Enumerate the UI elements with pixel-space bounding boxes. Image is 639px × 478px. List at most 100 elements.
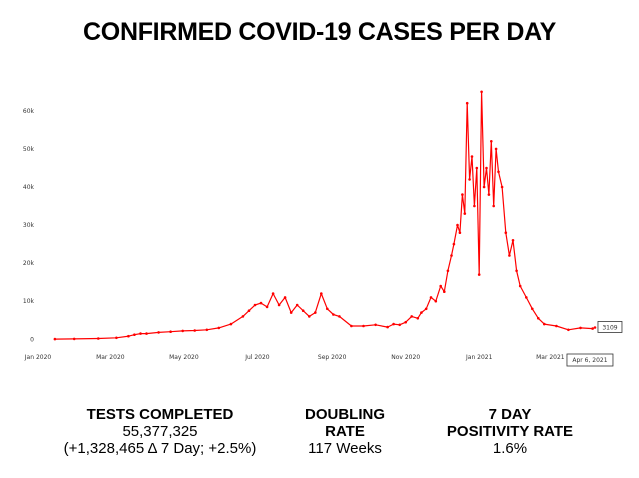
data-point xyxy=(450,254,453,257)
x-tick-label: May 2020 xyxy=(169,354,199,361)
data-point xyxy=(115,336,118,340)
data-point xyxy=(386,325,389,329)
last-date-box xyxy=(566,353,614,367)
data-point xyxy=(193,329,196,332)
y-axis: 0 10k 20k 30k 40k 50k 60k xyxy=(23,108,35,343)
data-point xyxy=(468,178,471,181)
doubling-rate-value: 117 Weeks xyxy=(308,440,382,457)
data-point xyxy=(392,322,395,326)
data-point xyxy=(497,170,500,174)
data-point xyxy=(470,155,474,158)
data-point xyxy=(492,204,496,208)
x-tick-label: Jan 2020 xyxy=(24,354,52,361)
data-point xyxy=(205,328,209,332)
data-point xyxy=(543,322,546,326)
positivity-rate-value: 1.6% xyxy=(492,440,528,457)
data-point xyxy=(490,140,493,143)
data-point xyxy=(301,309,305,313)
data-point xyxy=(265,305,269,309)
tests-completed-value: 55,377,325 xyxy=(122,423,198,440)
tests-completed-change: (+1,328,465 Δ 7 Day; +2.5%) xyxy=(63,440,257,457)
data-point xyxy=(247,309,251,313)
data-point xyxy=(504,231,508,234)
x-tick-label: Jul 2020 xyxy=(244,354,270,361)
data-point xyxy=(593,326,597,329)
doubling-rate-label-line2: RATE xyxy=(325,423,365,440)
data-point xyxy=(277,303,281,307)
data-point xyxy=(320,292,323,295)
data-point xyxy=(139,332,142,335)
data-point xyxy=(458,231,462,234)
data-point xyxy=(308,315,311,318)
data-point xyxy=(443,290,446,294)
data-point xyxy=(465,101,469,105)
doubling-rate-stat: DOUBLING RATE 117 Weeks xyxy=(285,406,405,457)
x-tick-label: Nov 2020 xyxy=(391,354,420,361)
data-point xyxy=(525,296,528,299)
data-point xyxy=(271,292,275,295)
data-point xyxy=(473,204,476,208)
data-point xyxy=(591,327,594,330)
data-point xyxy=(579,326,582,330)
positivity-rate-stat: 7 DAY POSITIVITY RATE 1.6% xyxy=(435,406,585,457)
data-point xyxy=(477,273,481,276)
data-point xyxy=(350,324,353,328)
cases-series-line xyxy=(54,91,596,340)
data-point xyxy=(362,324,365,328)
last-value-box xyxy=(597,321,623,333)
data-point xyxy=(567,328,570,332)
data-point xyxy=(157,331,160,334)
data-point xyxy=(446,269,450,273)
data-point xyxy=(314,311,317,314)
data-point xyxy=(332,313,335,316)
data-point xyxy=(338,315,341,318)
data-point xyxy=(127,334,130,338)
data-point xyxy=(259,301,263,305)
positivity-rate-label-line2: POSITIVITY RATE xyxy=(446,423,574,440)
x-tick-label: Jan 2021 xyxy=(465,354,493,361)
data-point xyxy=(53,337,57,341)
data-point xyxy=(482,185,486,189)
data-point xyxy=(145,332,148,335)
x-axis: Jan 2020 Mar 2020 May 2020 Jul 2020 Sep 2020… xyxy=(24,354,565,361)
data-point xyxy=(456,223,459,227)
data-point xyxy=(508,254,511,257)
y-tick-label: 20k xyxy=(23,260,35,267)
data-point xyxy=(229,322,233,326)
data-point xyxy=(181,329,184,333)
data-point xyxy=(283,296,287,299)
data-point xyxy=(555,324,558,328)
data-point xyxy=(487,193,491,196)
positivity-rate-label-line1: 7 DAY xyxy=(488,406,532,423)
data-point xyxy=(480,90,483,94)
data-point xyxy=(500,185,504,189)
data-point xyxy=(515,269,518,273)
data-point xyxy=(463,212,467,215)
data-point xyxy=(420,311,423,314)
data-point xyxy=(374,323,377,327)
data-point xyxy=(404,320,408,324)
data-point xyxy=(518,284,522,288)
data-point xyxy=(461,193,464,196)
y-tick-label: 50k xyxy=(23,146,35,153)
tests-completed-stat: TESTS COMPLETED 55,377,325 (+1,328,465 Δ… xyxy=(60,406,260,457)
data-point xyxy=(439,284,443,288)
data-point xyxy=(429,296,433,299)
data-point xyxy=(452,242,456,246)
data-point xyxy=(241,315,245,318)
series-layer xyxy=(53,90,597,341)
data-point xyxy=(133,333,136,337)
last-value-label: 3109 xyxy=(602,324,617,331)
data-point xyxy=(72,337,76,341)
y-tick-label: 60k xyxy=(23,108,35,115)
y-tick-label: 30k xyxy=(23,222,35,229)
data-point xyxy=(531,307,534,311)
data-point xyxy=(537,317,540,320)
y-tick-label: 10k xyxy=(23,298,35,305)
data-point xyxy=(475,166,479,170)
data-point xyxy=(217,326,221,330)
data-point xyxy=(326,307,329,311)
y-tick-label: 0 xyxy=(30,336,34,343)
data-point xyxy=(511,239,515,242)
